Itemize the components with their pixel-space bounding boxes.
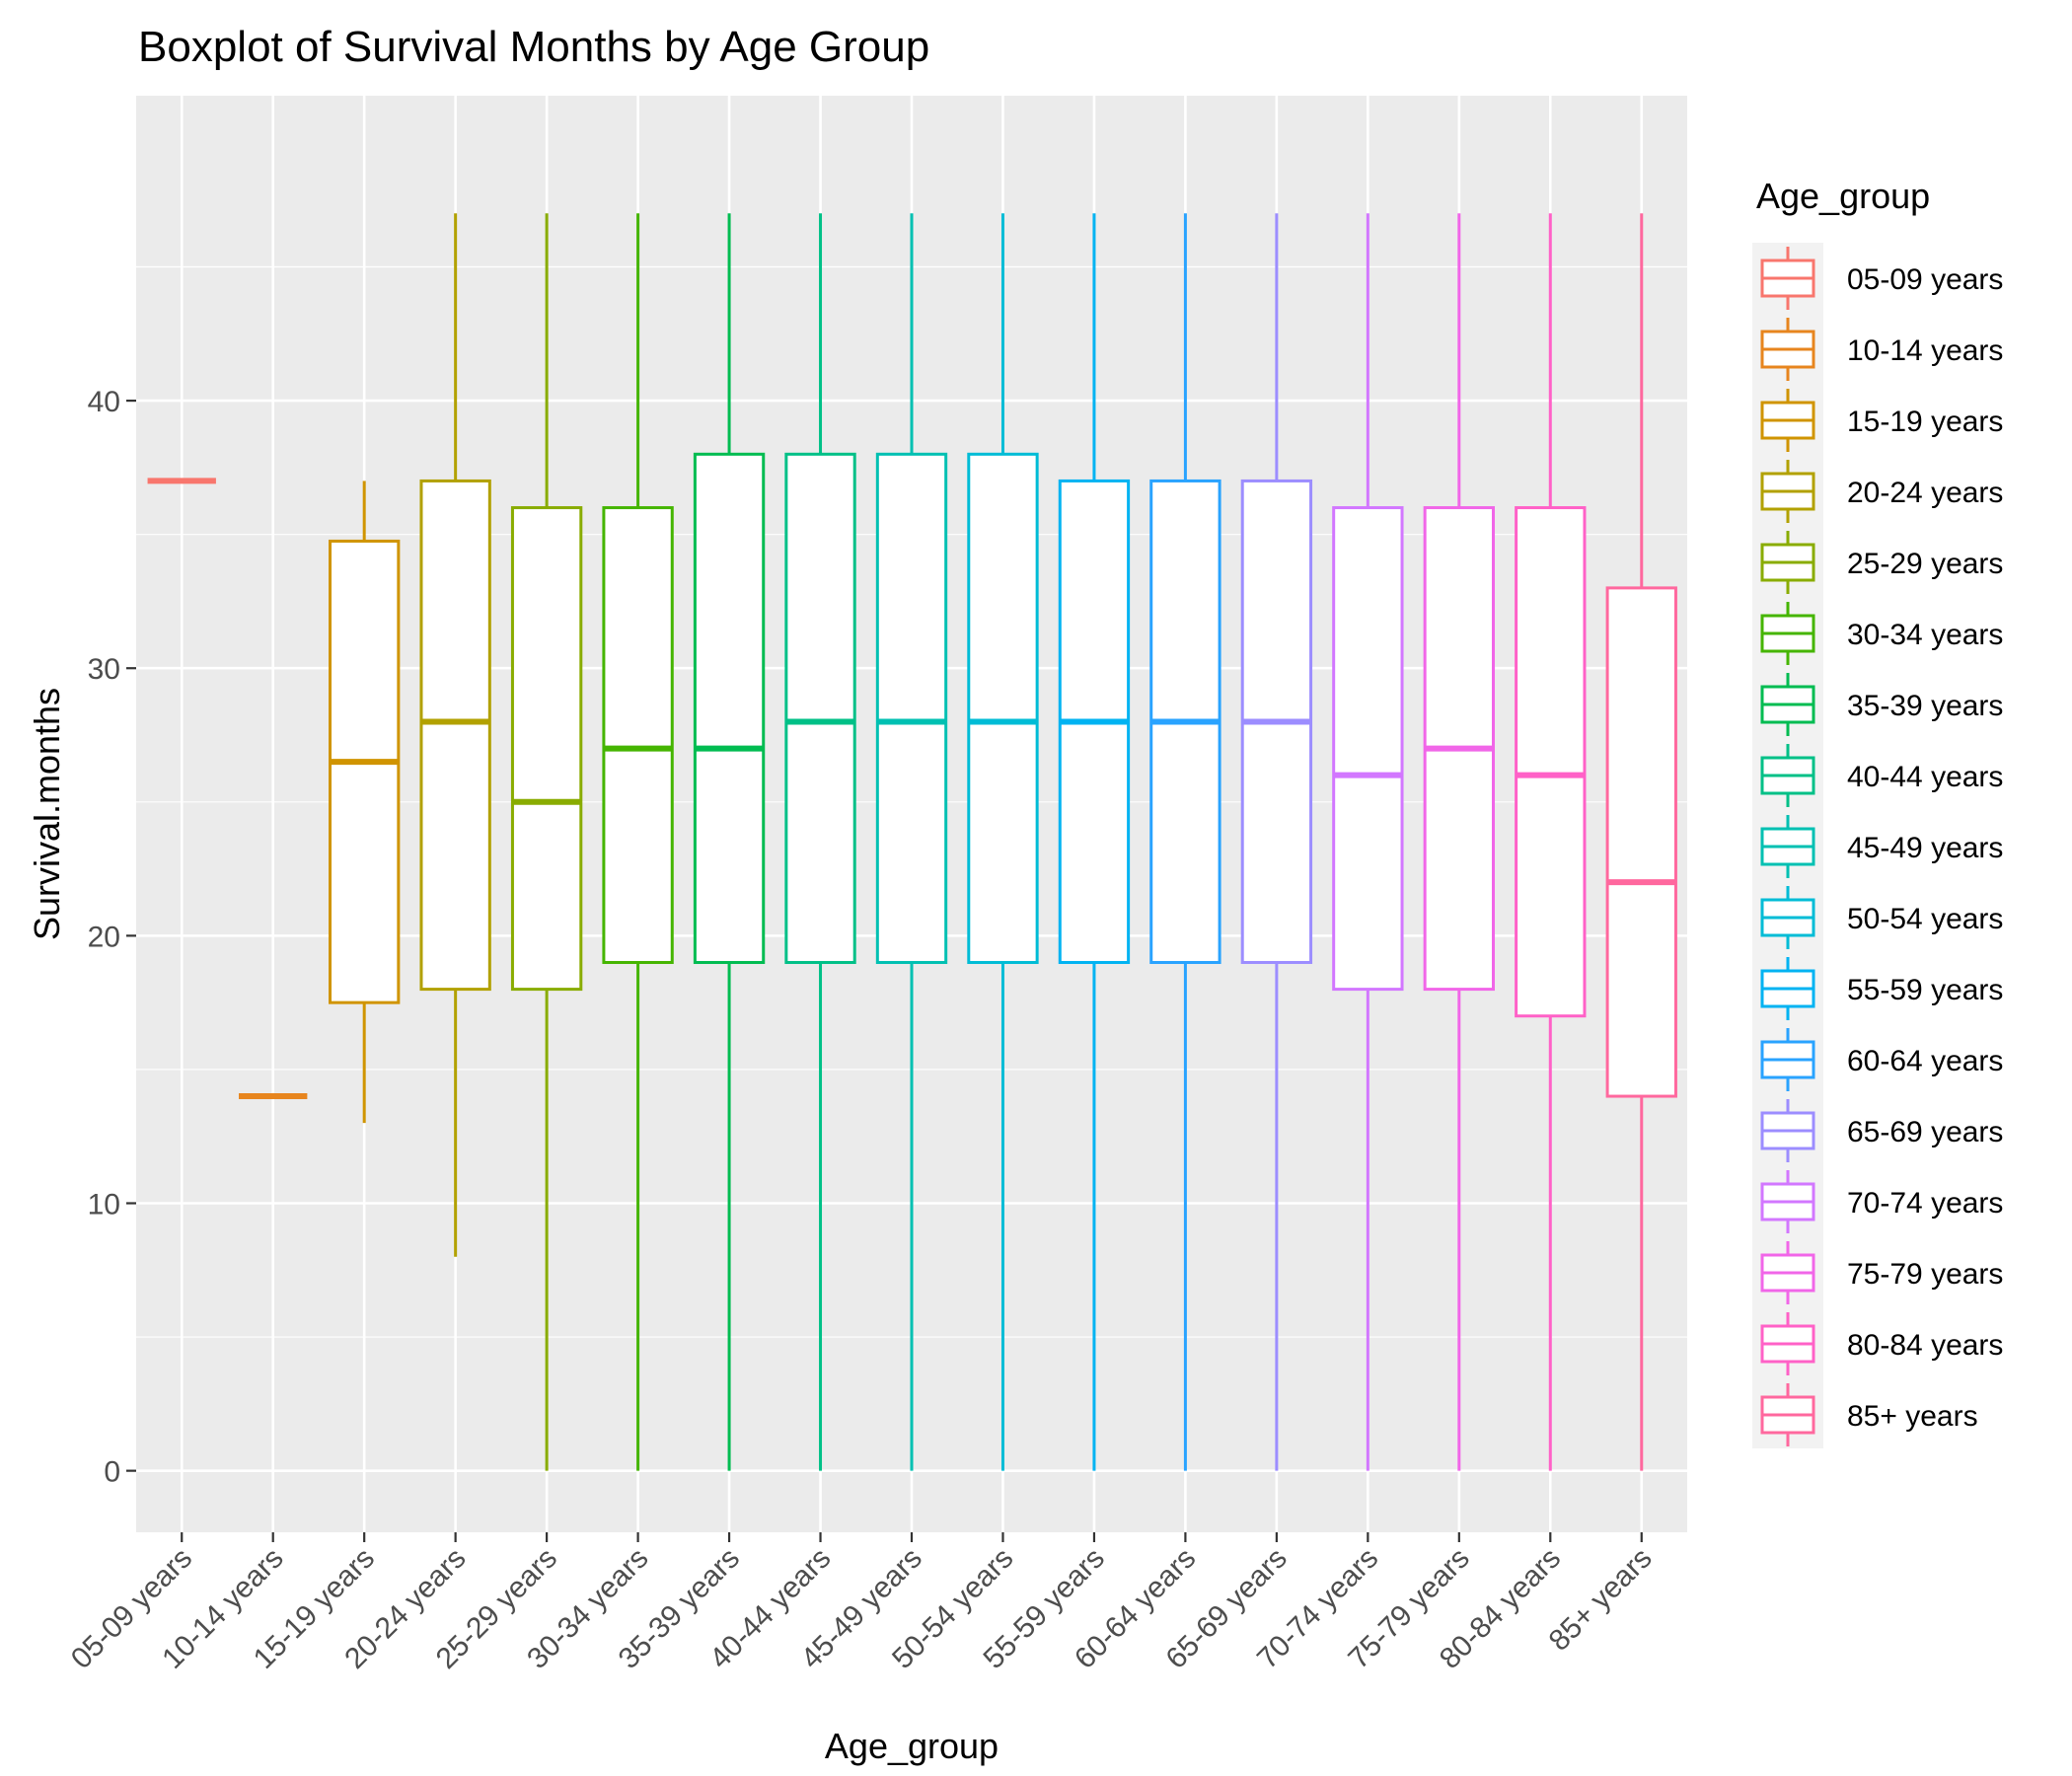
legend-item: 55-59 years: [1760, 957, 2003, 1020]
legend-item: 35-39 years: [1760, 673, 2003, 736]
boxes-layer: [147, 213, 1677, 1471]
legend-item: 30-34 years: [1760, 602, 2003, 665]
box-body: [510, 506, 583, 992]
legend-title: Age_group: [1756, 176, 1930, 216]
legend-item: 60-64 years: [1760, 1028, 2003, 1091]
legend-item: 75-79 years: [1760, 1241, 2003, 1304]
legend-label: 50-54 years: [1847, 903, 2003, 935]
box-16: [1515, 213, 1587, 1471]
legend-label: 05-09 years: [1847, 263, 2003, 296]
legend-label: 15-19 years: [1847, 406, 2003, 438]
y-tick-label: 0: [104, 1456, 120, 1489]
legend-label: 65-69 years: [1847, 1116, 2003, 1148]
legend-item: 65-69 years: [1760, 1099, 2003, 1162]
box-body: [693, 452, 766, 964]
y-tick-label: 10: [88, 1189, 120, 1221]
box-17: [1605, 213, 1677, 1471]
box-5: [510, 213, 583, 1471]
legend-label: 85+ years: [1847, 1400, 1978, 1433]
chart-title: Boxplot of Survival Months by Age Group: [138, 23, 929, 71]
legend-item: 10-14 years: [1760, 318, 2003, 381]
box-body: [602, 506, 674, 964]
legend-item: 20-24 years: [1760, 460, 2003, 523]
box-6: [602, 213, 674, 1471]
legend-item: 15-19 years: [1760, 389, 2003, 452]
box-7: [693, 213, 766, 1471]
box-body: [1332, 506, 1404, 992]
box-body: [329, 539, 401, 1004]
y-axis-label: Survival.months: [27, 688, 67, 940]
legend-label: 30-34 years: [1847, 619, 2003, 651]
legend-item: 85+ years: [1760, 1383, 1978, 1446]
box-body: [1605, 586, 1677, 1098]
box-11: [1058, 213, 1131, 1471]
box-body: [784, 452, 856, 964]
legend-label: 40-44 years: [1847, 761, 2003, 793]
y-axis: 0 10 20 30 40: [88, 386, 136, 1489]
box-10: [967, 213, 1039, 1471]
x-axis-label: Age_group: [825, 1726, 999, 1766]
legend-label: 70-74 years: [1847, 1187, 2003, 1220]
legend-label: 80-84 years: [1847, 1329, 2003, 1362]
legend-label: 60-64 years: [1847, 1045, 2003, 1077]
legend-item: 40-44 years: [1760, 744, 2003, 807]
box-body: [967, 452, 1039, 964]
box-14: [1332, 213, 1404, 1471]
y-tick-label: 40: [88, 386, 120, 418]
legend-label: 75-79 years: [1847, 1258, 2003, 1291]
legend-item: 50-54 years: [1760, 886, 2003, 949]
box-body: [875, 452, 948, 964]
box-9: [875, 213, 948, 1471]
legend-items: 05-09 years 10-14 years 15-19 years 20-24 y…: [1760, 247, 2003, 1446]
legend-label: 55-59 years: [1847, 974, 2003, 1006]
legend-label: 10-14 years: [1847, 334, 2003, 367]
legend: Age_group 05-09 years 10-14 years 15-19 ye…: [1752, 176, 2003, 1448]
box-15: [1423, 213, 1496, 1471]
box-8: [784, 213, 856, 1471]
y-tick-label: 20: [88, 921, 120, 953]
legend-label: 20-24 years: [1847, 477, 2003, 509]
box-body: [1515, 506, 1587, 1018]
legend-item: 25-29 years: [1760, 531, 2003, 594]
legend-label: 25-29 years: [1847, 548, 2003, 580]
y-tick-label: 30: [88, 653, 120, 686]
box-4: [419, 213, 491, 1257]
legend-item: 45-49 years: [1760, 815, 2003, 878]
box-3: [329, 481, 401, 1124]
box-13: [1240, 213, 1313, 1471]
legend-item: 70-74 years: [1760, 1170, 2003, 1233]
legend-item: 80-84 years: [1760, 1312, 2003, 1375]
legend-item: 05-09 years: [1760, 247, 2003, 310]
legend-label: 35-39 years: [1847, 690, 2003, 722]
box-body: [419, 479, 491, 992]
box-12: [1149, 213, 1221, 1471]
legend-label: 45-49 years: [1847, 832, 2003, 864]
